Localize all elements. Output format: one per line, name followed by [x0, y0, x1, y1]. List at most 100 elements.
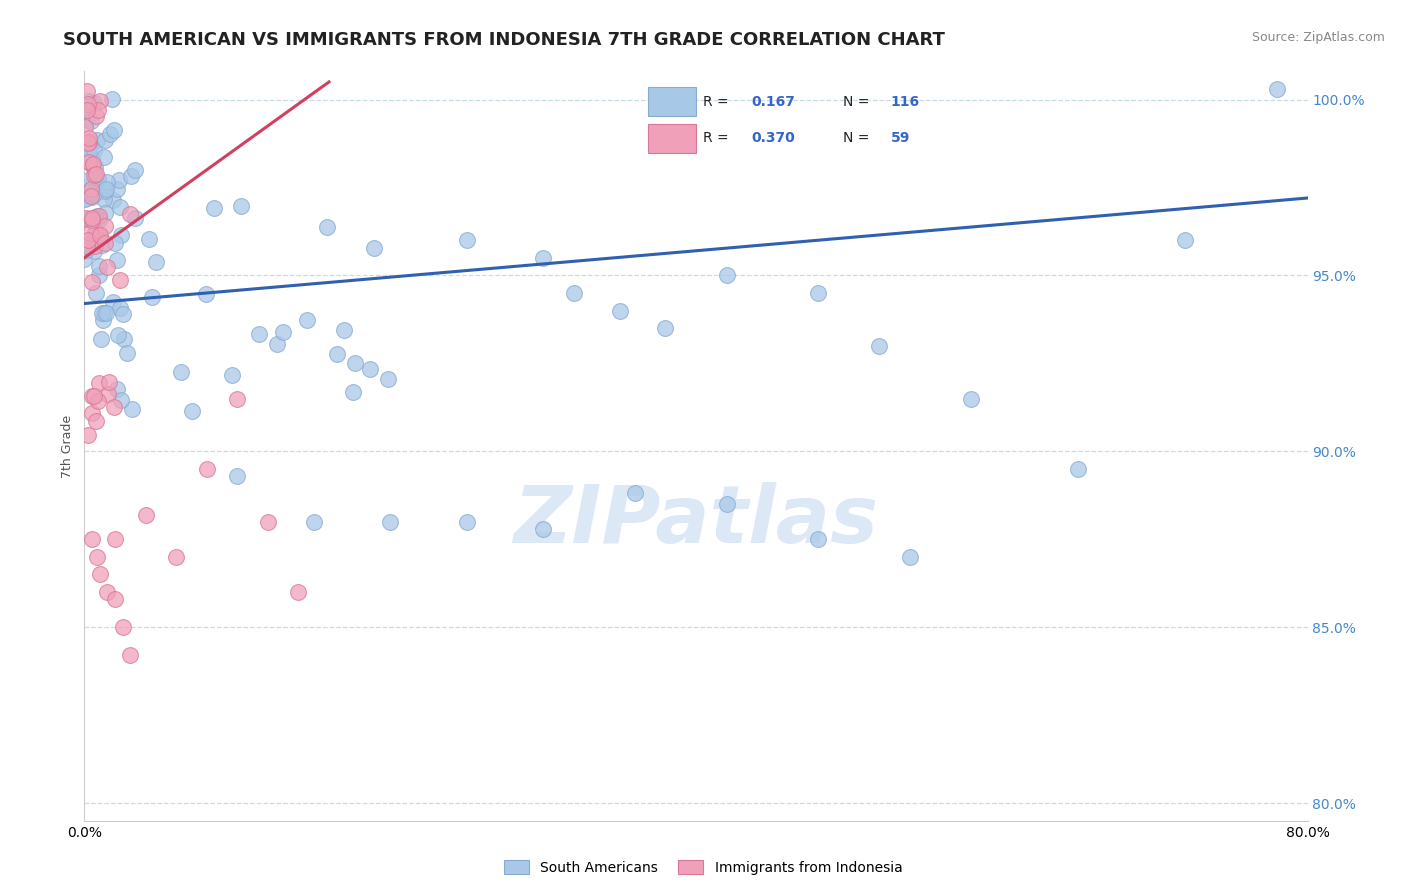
Point [332, 322, 354, 336]
Point [80, 114, 103, 128]
Point [1174, 233, 1197, 247]
Point [108, 173, 131, 187]
Point [110, 227, 132, 242]
Point [960, 392, 983, 406]
Point [80, 153, 103, 167]
Point [80, 190, 103, 204]
Point [77, 94, 100, 108]
Point [89, 227, 111, 242]
Point [77, 233, 100, 247]
Point [80, 533, 103, 547]
Point [87, 172, 110, 186]
Point [101, 193, 124, 207]
Point [316, 219, 339, 234]
Point [83, 144, 105, 158]
Point [120, 169, 142, 183]
Point [84, 225, 107, 239]
Point [83, 239, 105, 253]
Point [807, 285, 830, 300]
Point [84, 167, 107, 181]
Point [94, 219, 117, 233]
Point [96, 260, 118, 274]
Point [124, 162, 146, 177]
Point [104, 592, 127, 607]
Text: SOUTH AMERICAN VS IMMIGRANTS FROM INDONESIA 7TH GRADE CORRELATION CHART: SOUTH AMERICAN VS IMMIGRANTS FROM INDONE… [63, 31, 945, 49]
Point [89, 227, 111, 242]
Point [84, 226, 107, 240]
Point [531, 251, 554, 265]
Point [87, 103, 110, 117]
Point [120, 648, 142, 663]
Point [869, 339, 891, 353]
Point [138, 232, 160, 246]
Point [98, 127, 121, 141]
Point [86, 209, 108, 223]
Point [108, 200, 131, 214]
Point [377, 372, 399, 386]
Y-axis label: 7th Grade: 7th Grade [60, 415, 75, 477]
Point [170, 365, 193, 379]
Point [82, 158, 104, 172]
Point [86, 414, 108, 428]
Point [89, 210, 111, 224]
Point [90, 306, 112, 320]
Point [204, 201, 226, 215]
Point [76, 113, 98, 128]
Point [83, 389, 105, 403]
Point [165, 549, 187, 564]
Point [76, 85, 98, 99]
Point [86, 133, 108, 147]
Point [75, 191, 97, 205]
Point [93, 306, 115, 320]
Point [110, 273, 132, 287]
Point [181, 403, 204, 417]
Point [103, 400, 125, 414]
Point [83, 168, 105, 182]
Point [344, 356, 367, 370]
Point [104, 533, 127, 547]
Point [93, 150, 115, 164]
Point [359, 362, 381, 376]
Point [531, 522, 554, 536]
Point [76, 179, 98, 194]
Point [287, 585, 309, 599]
Point [266, 336, 288, 351]
Point [121, 402, 143, 417]
Point [82, 407, 104, 421]
Point [76, 96, 98, 111]
Point [624, 486, 647, 500]
Point [87, 376, 110, 390]
Point [93, 193, 115, 207]
Point [271, 325, 294, 339]
Point [83, 244, 105, 259]
Point [104, 235, 127, 250]
Point [73, 252, 96, 266]
Point [98, 376, 121, 390]
Point [94, 205, 117, 219]
Point [87, 172, 110, 186]
Text: ZIPatlas: ZIPatlas [513, 482, 879, 560]
Point [87, 259, 110, 273]
Point [124, 211, 146, 226]
Point [1265, 82, 1288, 96]
Point [141, 290, 163, 304]
Point [87, 213, 110, 227]
Point [456, 233, 478, 247]
Point [117, 345, 139, 359]
Point [135, 508, 157, 522]
Point [97, 386, 120, 401]
Point [83, 95, 105, 110]
Point [112, 307, 135, 321]
Point [89, 567, 111, 582]
Point [110, 392, 132, 407]
Point [94, 133, 117, 147]
Point [221, 368, 243, 382]
Point [80, 275, 103, 289]
Point [75, 103, 97, 117]
Point [87, 394, 110, 409]
Point [111, 620, 134, 634]
Point [76, 211, 98, 226]
Point [1067, 462, 1090, 476]
Point [79, 227, 101, 241]
Point [84, 160, 107, 174]
